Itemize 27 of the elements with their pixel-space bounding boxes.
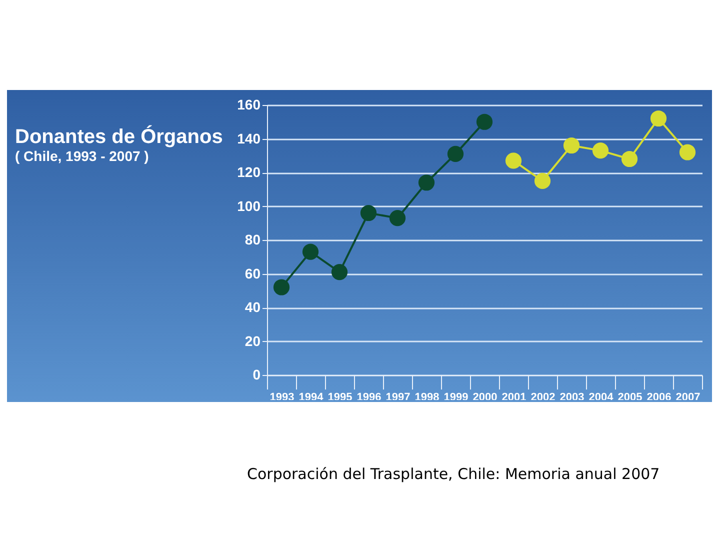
point xyxy=(273,279,290,296)
y-tick-label: 140 xyxy=(237,130,261,146)
y-tick-label: 120 xyxy=(237,164,261,180)
y-tick-label: 100 xyxy=(237,198,261,214)
point xyxy=(331,264,348,280)
y-tick-label: 0 xyxy=(252,366,261,382)
point xyxy=(389,210,406,226)
y-tick-label: 160 xyxy=(237,96,261,112)
point xyxy=(302,244,319,260)
point xyxy=(476,114,493,130)
y-tick-label: 60 xyxy=(244,265,261,282)
text: Donantes de Órganos xyxy=(15,125,223,148)
y-tick-label: 80 xyxy=(244,232,261,248)
point xyxy=(360,204,377,222)
point xyxy=(679,144,696,160)
text: ( Chile, 1993 - 2007 ) xyxy=(15,148,149,164)
text: Corporación del Trasplante, Chile: Memoria anual 2007 xyxy=(247,465,660,483)
y-tick-label: 40 xyxy=(244,299,261,315)
point xyxy=(418,174,435,191)
point xyxy=(505,152,522,169)
point xyxy=(563,137,580,154)
point xyxy=(650,110,667,127)
point xyxy=(621,150,638,168)
point xyxy=(447,146,464,162)
y-tick-label: 20 xyxy=(244,332,261,349)
point xyxy=(534,172,551,189)
point xyxy=(592,142,609,159)
